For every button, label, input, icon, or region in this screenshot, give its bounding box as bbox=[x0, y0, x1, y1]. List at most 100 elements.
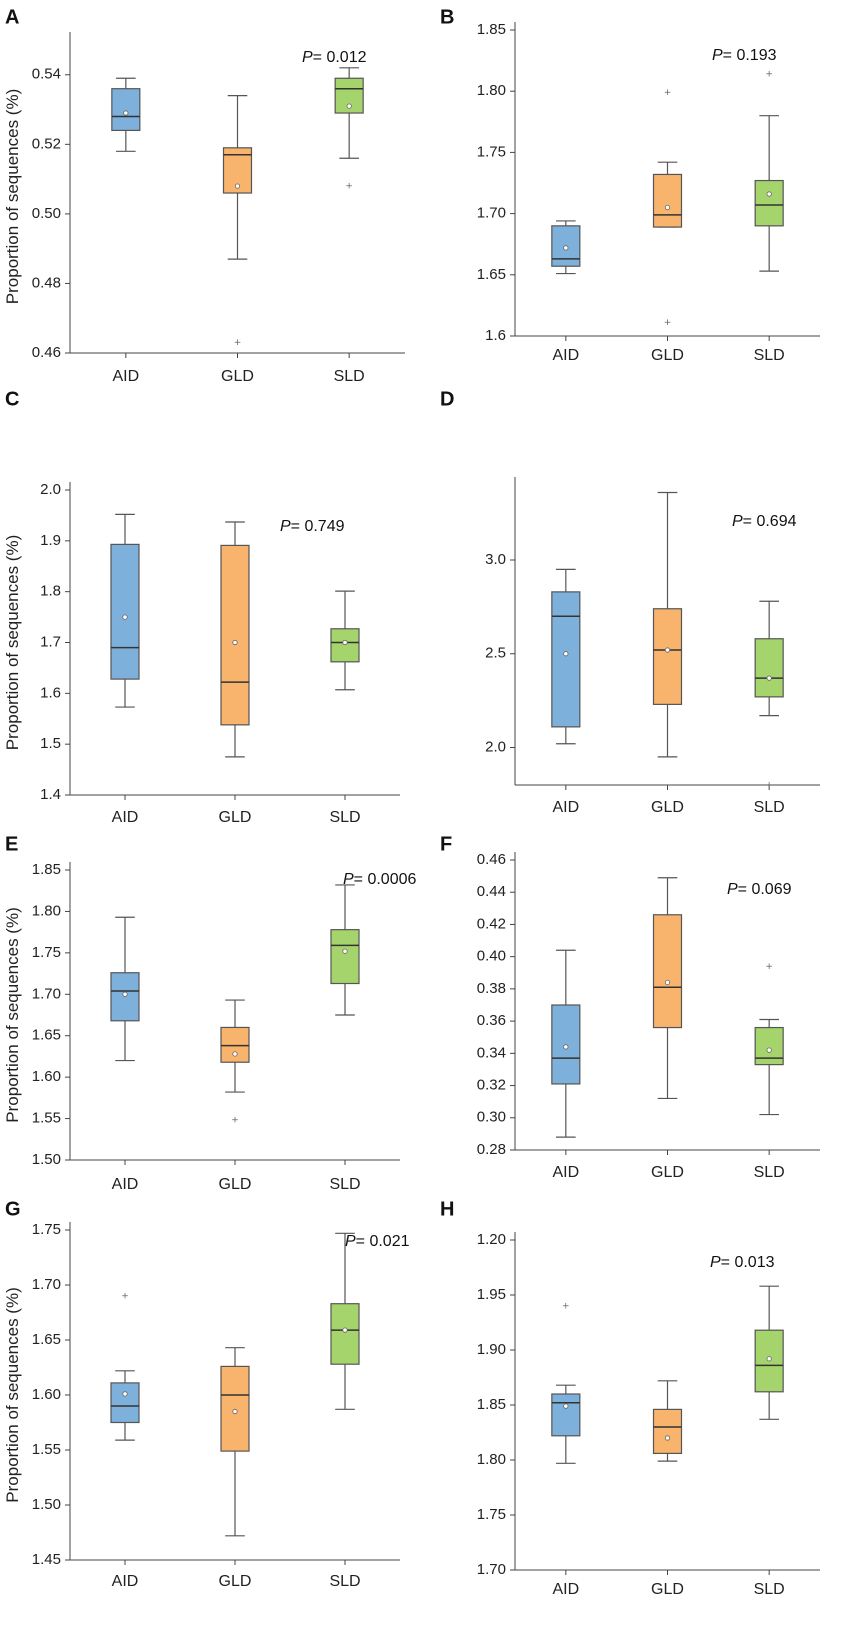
y-tick-label: 1.80 bbox=[32, 902, 61, 919]
p-symbol: P bbox=[712, 47, 723, 64]
p-value: P= 0.069 bbox=[727, 881, 792, 898]
x-tick-label-sld: SLD bbox=[329, 1573, 360, 1590]
box-sld bbox=[330, 1232, 360, 1410]
y-tick-label: 1.60 bbox=[32, 1068, 61, 1085]
y-tick-label: 1.65 bbox=[477, 266, 506, 283]
box-aid: + bbox=[551, 1302, 581, 1464]
y-tick-label: 1.4 bbox=[40, 786, 61, 803]
box-sld bbox=[330, 590, 360, 691]
box-sld: + bbox=[754, 70, 784, 272]
x-tick-label-gld: GLD bbox=[651, 799, 684, 816]
p-symbol: P bbox=[302, 49, 313, 66]
x-tick-label-sld: SLD bbox=[754, 1581, 785, 1598]
y-tick-label: 1.65 bbox=[32, 1027, 61, 1044]
mean-marker bbox=[234, 183, 241, 189]
y-tick-label: 0.44 bbox=[477, 883, 506, 900]
y-tick-label: 1.85 bbox=[477, 21, 506, 38]
mean-marker bbox=[664, 1435, 671, 1441]
x-tick-label-sld: SLD bbox=[754, 347, 785, 364]
p-value: P= 0.749 bbox=[280, 518, 345, 535]
box-iqr bbox=[110, 1382, 140, 1424]
x-tick-label-sld: SLD bbox=[754, 1164, 785, 1181]
x-tick-label-gld: GLD bbox=[219, 1573, 252, 1590]
p-symbol: P bbox=[343, 871, 354, 888]
panel-letter-c: C bbox=[5, 388, 19, 410]
outlier-marker: + bbox=[664, 318, 672, 328]
mean-marker bbox=[664, 204, 671, 211]
panel-letter-h: H bbox=[440, 1198, 454, 1220]
y-tick-label: 0.30 bbox=[477, 1109, 506, 1126]
panel-f: F 0.28 0.30 0.32 0.34 0.36 0.38 0.40 0.42 0.44 0.4… bbox=[440, 833, 820, 1181]
y-tick-label: 1.55 bbox=[32, 1110, 61, 1127]
box-aid bbox=[551, 949, 581, 1138]
p-value: P= 0.193 bbox=[712, 47, 777, 64]
panel-g: G 1.45 1.50 1.55 1.60 1.65 1.70 1.75 Proportion … bbox=[3, 1198, 410, 1590]
box-iqr bbox=[652, 173, 683, 228]
y-tick-label: 1.75 bbox=[32, 944, 61, 961]
y-tick-label: 1.6 bbox=[40, 684, 61, 701]
x-tick-label-sld: SLD bbox=[334, 368, 365, 385]
x-tick-label-aid: AID bbox=[112, 1573, 139, 1590]
box-iqr bbox=[111, 88, 141, 132]
box-aid bbox=[551, 220, 581, 275]
y-axis-label: Proportion of sequences (%) bbox=[3, 89, 22, 304]
x-tick-label-gld: GLD bbox=[219, 809, 252, 826]
y-tick-label: 0.32 bbox=[477, 1077, 506, 1094]
box-sld bbox=[754, 1285, 784, 1420]
outlier-marker: + bbox=[345, 182, 353, 192]
outlier-marker: + bbox=[231, 1116, 239, 1126]
y-tick-label: 1.85 bbox=[32, 861, 61, 878]
box-gld: ++ bbox=[652, 88, 683, 328]
p-value-text: = 0.749 bbox=[291, 518, 345, 535]
x-tick-label-sld: SLD bbox=[329, 1176, 360, 1193]
y-tick-label: 0.40 bbox=[477, 948, 506, 965]
p-symbol: P bbox=[710, 1254, 721, 1271]
box-aid bbox=[111, 77, 141, 152]
y-tick-label: 1.80 bbox=[477, 1451, 506, 1468]
mean-marker bbox=[232, 1408, 238, 1415]
y-tick-label: 1.95 bbox=[477, 1286, 506, 1303]
y-tick-label: 0.54 bbox=[32, 66, 61, 83]
x-tick-label-gld: GLD bbox=[219, 1176, 252, 1193]
y-tick-label: 3.0 bbox=[485, 551, 506, 568]
p-symbol: P bbox=[727, 881, 738, 898]
mean-marker bbox=[766, 1047, 772, 1053]
outlier-marker: + bbox=[765, 781, 773, 791]
box-iqr bbox=[754, 1026, 784, 1066]
y-tick-label: 0.52 bbox=[32, 135, 61, 152]
box-iqr bbox=[754, 638, 784, 698]
y-tick-label: 2.0 bbox=[485, 738, 506, 755]
p-value-text: = 0.069 bbox=[738, 881, 792, 898]
y-tick-label: 1.8 bbox=[40, 583, 61, 600]
y-tick-label: 1.70 bbox=[32, 1276, 61, 1293]
box-iqr bbox=[220, 1365, 250, 1452]
panel-c: C 1.4 1.5 1.6 1.7 1.8 1.9 2.0 Proportion of sequ… bbox=[3, 388, 400, 826]
p-value-text: = 0.694 bbox=[743, 513, 797, 530]
mean-marker bbox=[664, 647, 671, 653]
mean-marker bbox=[664, 979, 671, 986]
mean-marker bbox=[766, 675, 772, 681]
x-tick-label-aid: AID bbox=[112, 809, 139, 826]
y-tick-label: 1.85 bbox=[477, 1396, 506, 1413]
y-tick-label: 1.45 bbox=[32, 1551, 61, 1568]
x-tick-label-aid: AID bbox=[552, 347, 579, 364]
p-value-text: = 0.013 bbox=[721, 1254, 775, 1271]
y-tick-label: 0.48 bbox=[32, 274, 61, 291]
y-axis-label: Proportion of sequences (%) bbox=[3, 907, 22, 1122]
y-tick-label: 1.20 bbox=[477, 1231, 506, 1248]
mean-marker bbox=[766, 1356, 772, 1362]
box-iqr bbox=[330, 929, 360, 985]
panel-letter-a: A bbox=[5, 6, 19, 28]
p-value-text: = 0.012 bbox=[313, 49, 367, 66]
box-sld: + bbox=[754, 962, 784, 1116]
p-symbol: P bbox=[732, 513, 743, 530]
y-tick-label: 0.34 bbox=[477, 1044, 506, 1061]
x-tick-label-gld: GLD bbox=[651, 1581, 684, 1598]
x-tick-label-gld: GLD bbox=[221, 368, 254, 385]
y-tick-label: 1.75 bbox=[477, 143, 506, 160]
box-iqr bbox=[652, 914, 683, 1029]
y-tick-label: 1.55 bbox=[32, 1441, 61, 1458]
y-tick-label: 1.60 bbox=[32, 1386, 61, 1403]
